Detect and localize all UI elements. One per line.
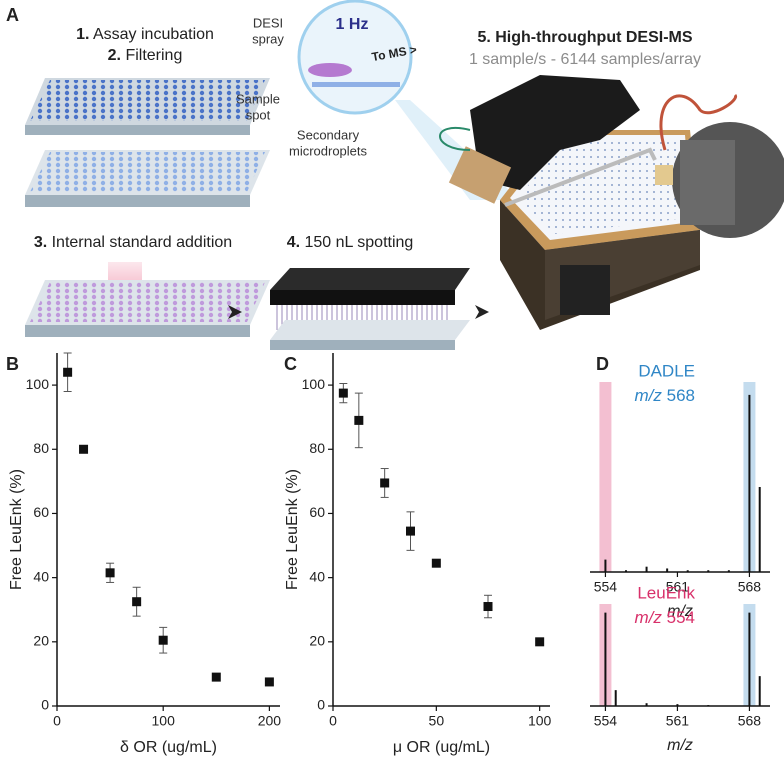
compound: LeuEnk (637, 583, 695, 602)
y-tick-label: 40 (33, 568, 49, 584)
x-tick-label: 50 (429, 713, 445, 729)
data-point (79, 444, 89, 454)
subtitle: 1 sample/s - 6144 samples/array (469, 51, 701, 68)
x-tick-label: 100 (152, 713, 176, 729)
step-number: 4. (287, 234, 300, 251)
mz-value: 554 (667, 608, 695, 627)
data-point (535, 637, 545, 647)
data-point (483, 602, 493, 612)
data-point (105, 568, 115, 578)
y-tick-label: 40 (309, 568, 325, 584)
mz-value: 568 (667, 386, 695, 405)
y-tick-label: 60 (33, 504, 49, 520)
y-axis-label: Free LeuEnk (%) (8, 469, 25, 590)
y-tick-label: 100 (26, 376, 50, 392)
data-point (63, 367, 73, 377)
step-number: 1. (76, 26, 89, 43)
mz-label: m/z (635, 608, 663, 627)
inset-label: Secondary (297, 127, 360, 142)
x-tick-label: 568 (738, 713, 762, 729)
x-tick-label: 200 (258, 713, 282, 729)
illustration (25, 0, 784, 350)
step-text: Filtering (125, 47, 182, 64)
data-point (431, 558, 441, 568)
panel-label: B (6, 354, 19, 374)
panel-label: C (284, 354, 297, 374)
x-tick-label: 568 (738, 579, 762, 595)
step-text: Assay incubation (93, 26, 214, 43)
y-tick-label: 20 (33, 633, 49, 649)
y-tick-label: 80 (309, 440, 325, 456)
compound: DADLE (638, 361, 695, 380)
data-point (211, 672, 221, 682)
y-tick-label: 20 (309, 633, 325, 649)
y-tick-label: 60 (309, 504, 325, 520)
y-tick-label: 80 (33, 440, 49, 456)
y-tick-label: 0 (317, 697, 325, 713)
compound-mz: m/z 554 (635, 608, 696, 627)
data-point (132, 597, 142, 607)
data-point (158, 635, 168, 645)
y-tick-label: 100 (302, 376, 326, 392)
x-axis-label: δ OR (ug/mL) (120, 739, 217, 756)
x-tick-label: 554 (594, 579, 618, 595)
panel-label: A (6, 5, 19, 25)
y-axis-label: Free LeuEnk (%) (284, 469, 301, 590)
step-title: 4. 150 nL spotting (287, 234, 414, 251)
x-axis-label: m/z (667, 737, 693, 754)
step-text: 150 nL spotting (304, 234, 413, 251)
step-number: 2. (108, 47, 121, 64)
data-point (264, 677, 274, 687)
mz-label: m/z (635, 386, 663, 405)
x-tick-label: 554 (594, 713, 618, 729)
panel-label: D (596, 354, 609, 374)
x-tick-label: 561 (666, 579, 690, 595)
x-axis-label: μ OR (ug/mL) (393, 739, 490, 756)
step-title: 5. High-throughput DESI-MS (477, 29, 692, 46)
step-number: 5. (477, 29, 490, 46)
x-tick-label: 0 (329, 713, 337, 729)
inset-label: DESI (253, 15, 283, 30)
step-title: 1. Assay incubation (76, 26, 214, 43)
step-title: 2. Filtering (108, 47, 183, 64)
data-point (380, 478, 390, 488)
step-number: 3. (34, 234, 47, 251)
data-point (338, 388, 348, 398)
compound-mz: m/z 568 (635, 386, 696, 405)
step-title: 3. Internal standard addition (34, 234, 232, 251)
inset-label: Sample (236, 91, 280, 106)
y-tick-label: 0 (41, 697, 49, 713)
data-point (354, 415, 364, 425)
inset-label: spot (246, 107, 271, 122)
x-tick-label: 0 (53, 713, 61, 729)
highlight (599, 382, 612, 572)
data-point (406, 526, 415, 536)
inset-label: spray (252, 31, 284, 46)
step-text: High-throughput DESI-MS (495, 29, 693, 46)
step-text: Internal standard addition (52, 234, 233, 251)
x-axis-label: m/z (667, 603, 693, 620)
x-tick-label: 100 (528, 713, 552, 729)
inset-label: microdroplets (289, 143, 368, 158)
x-tick-label: 561 (666, 713, 690, 729)
rate: 1 Hz (336, 16, 369, 33)
